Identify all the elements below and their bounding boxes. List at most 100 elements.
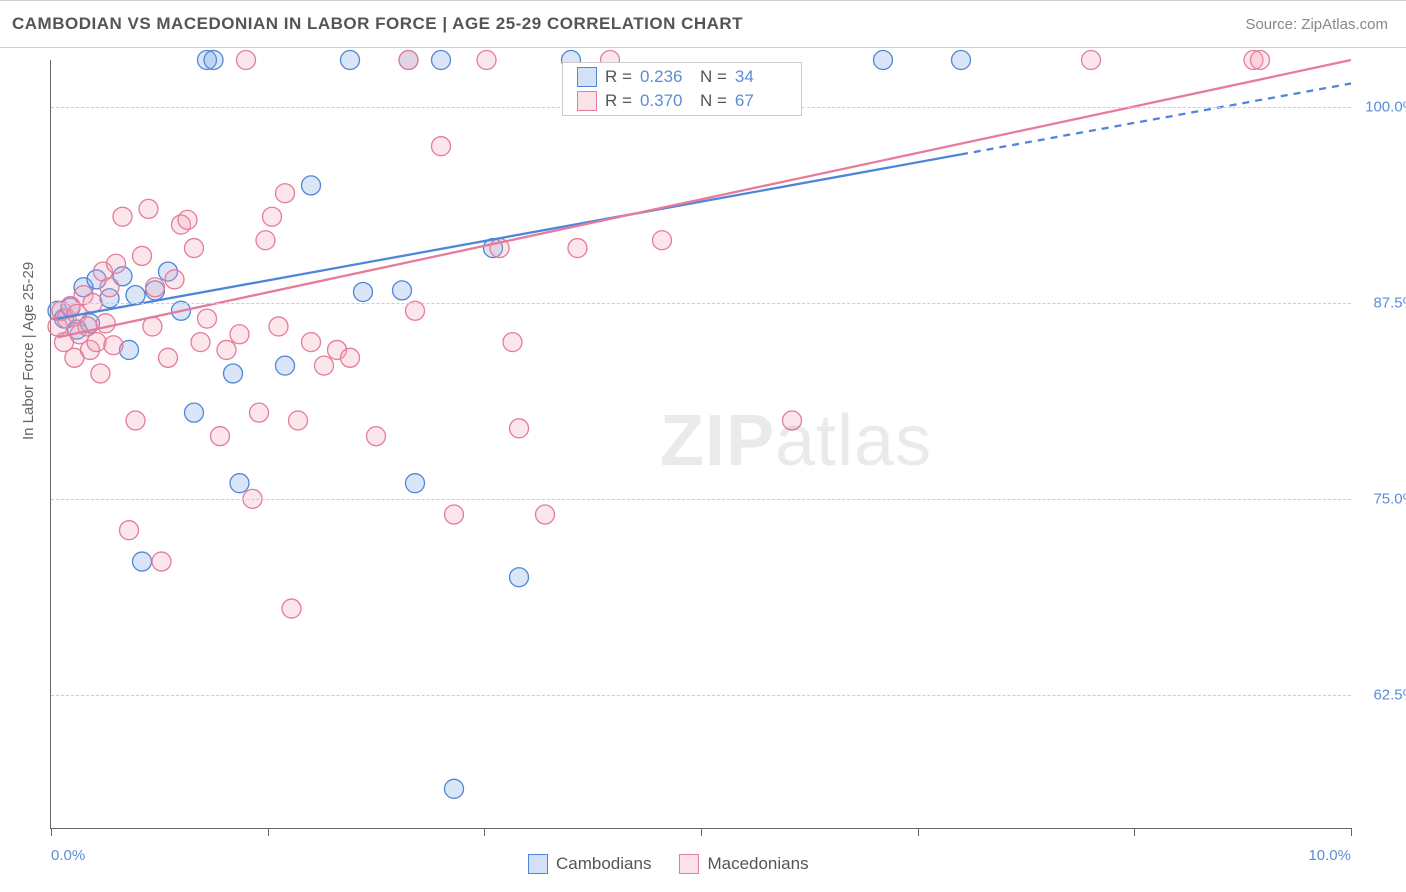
- x-tick-label: 10.0%: [1308, 847, 1351, 864]
- legend-swatch: [528, 854, 548, 874]
- data-point-cambodians: [406, 474, 425, 493]
- data-point-macedonians: [87, 333, 106, 352]
- data-point-macedonians: [165, 270, 184, 289]
- data-point-macedonians: [256, 231, 275, 250]
- data-point-macedonians: [302, 333, 321, 352]
- data-point-macedonians: [185, 239, 204, 258]
- data-point-macedonians: [152, 552, 171, 571]
- y-tick-label: 62.5%: [1356, 686, 1406, 703]
- data-point-macedonians: [445, 505, 464, 524]
- legend-r-label: R =: [605, 67, 632, 87]
- data-point-cambodians: [185, 403, 204, 422]
- data-point-macedonians: [503, 333, 522, 352]
- data-point-cambodians: [204, 51, 223, 70]
- data-point-macedonians: [399, 51, 418, 70]
- x-tick: [268, 828, 269, 836]
- data-point-cambodians: [133, 552, 152, 571]
- data-point-macedonians: [126, 411, 145, 430]
- data-point-macedonians: [230, 325, 249, 344]
- x-tick: [1134, 828, 1135, 836]
- legend-swatch: [577, 67, 597, 87]
- data-point-macedonians: [178, 210, 197, 229]
- data-point-macedonians: [1082, 51, 1101, 70]
- trendline-dashed-cambodians: [961, 84, 1351, 155]
- legend-n-value: 34: [735, 67, 787, 87]
- data-point-macedonians: [120, 521, 139, 540]
- data-point-macedonians: [96, 314, 115, 333]
- data-point-macedonians: [100, 278, 119, 297]
- data-point-cambodians: [874, 51, 893, 70]
- data-point-cambodians: [510, 568, 529, 587]
- x-tick: [918, 828, 919, 836]
- legend-item-macedonians: Macedonians: [679, 854, 808, 874]
- gridline-h: [51, 695, 1351, 696]
- data-point-macedonians: [198, 309, 217, 328]
- data-point-macedonians: [133, 246, 152, 265]
- data-point-cambodians: [393, 281, 412, 300]
- data-point-macedonians: [211, 427, 230, 446]
- data-point-macedonians: [536, 505, 555, 524]
- data-point-cambodians: [302, 176, 321, 195]
- legend-r-value: 0.370: [640, 91, 692, 111]
- x-tick: [1351, 828, 1352, 836]
- data-point-macedonians: [250, 403, 269, 422]
- data-point-cambodians: [445, 779, 464, 798]
- legend-row-macedonians: R =0.370N =67: [563, 89, 801, 113]
- legend-row-cambodians: R =0.236N =34: [563, 65, 801, 89]
- x-tick: [701, 828, 702, 836]
- data-point-cambodians: [126, 286, 145, 305]
- data-point-macedonians: [1251, 51, 1270, 70]
- data-point-macedonians: [269, 317, 288, 336]
- data-point-macedonians: [237, 51, 256, 70]
- chart-svg: [51, 60, 1351, 828]
- legend-n-label: N =: [700, 67, 727, 87]
- source-label: Source: ZipAtlas.com: [1245, 16, 1388, 33]
- data-point-macedonians: [217, 340, 236, 359]
- x-tick: [51, 828, 52, 836]
- y-tick-label: 100.0%: [1356, 99, 1406, 116]
- x-tick: [484, 828, 485, 836]
- legend-swatch: [679, 854, 699, 874]
- data-point-macedonians: [159, 348, 178, 367]
- legend-label: Cambodians: [556, 854, 651, 874]
- data-point-macedonians: [91, 364, 110, 383]
- legend-r-label: R =: [605, 91, 632, 111]
- data-point-macedonians: [143, 317, 162, 336]
- y-tick-label: 75.0%: [1356, 490, 1406, 507]
- data-point-macedonians: [146, 278, 165, 297]
- x-tick-label: 0.0%: [51, 847, 85, 864]
- data-point-macedonians: [783, 411, 802, 430]
- legend-correlation: R =0.236N =34R =0.370N =67: [562, 62, 802, 116]
- y-tick-label: 87.5%: [1356, 294, 1406, 311]
- legend-swatch: [577, 91, 597, 111]
- data-point-macedonians: [113, 207, 132, 226]
- data-point-macedonians: [315, 356, 334, 375]
- data-point-macedonians: [432, 137, 451, 156]
- trendline-cambodians: [58, 154, 962, 318]
- data-point-cambodians: [952, 51, 971, 70]
- data-point-macedonians: [367, 427, 386, 446]
- data-point-cambodians: [341, 51, 360, 70]
- gridline-h: [51, 499, 1351, 500]
- legend-label: Macedonians: [707, 854, 808, 874]
- data-point-macedonians: [653, 231, 672, 250]
- data-point-macedonians: [406, 301, 425, 320]
- data-point-macedonians: [263, 207, 282, 226]
- data-point-macedonians: [341, 348, 360, 367]
- plot-area: 62.5%75.0%87.5%100.0%0.0%10.0%: [50, 60, 1351, 829]
- data-point-macedonians: [191, 333, 210, 352]
- gridline-h: [51, 303, 1351, 304]
- data-point-macedonians: [568, 239, 587, 258]
- data-point-macedonians: [477, 51, 496, 70]
- legend-item-cambodians: Cambodians: [528, 854, 651, 874]
- data-point-macedonians: [510, 419, 529, 438]
- data-point-macedonians: [104, 336, 123, 355]
- data-point-cambodians: [276, 356, 295, 375]
- title-bar: CAMBODIAN VS MACEDONIAN IN LABOR FORCE |…: [0, 0, 1406, 48]
- data-point-macedonians: [139, 199, 158, 218]
- data-point-macedonians: [276, 184, 295, 203]
- chart-title: CAMBODIAN VS MACEDONIAN IN LABOR FORCE |…: [12, 14, 743, 34]
- data-point-cambodians: [432, 51, 451, 70]
- legend-n-label: N =: [700, 91, 727, 111]
- legend-series: Cambodians Macedonians: [528, 854, 809, 874]
